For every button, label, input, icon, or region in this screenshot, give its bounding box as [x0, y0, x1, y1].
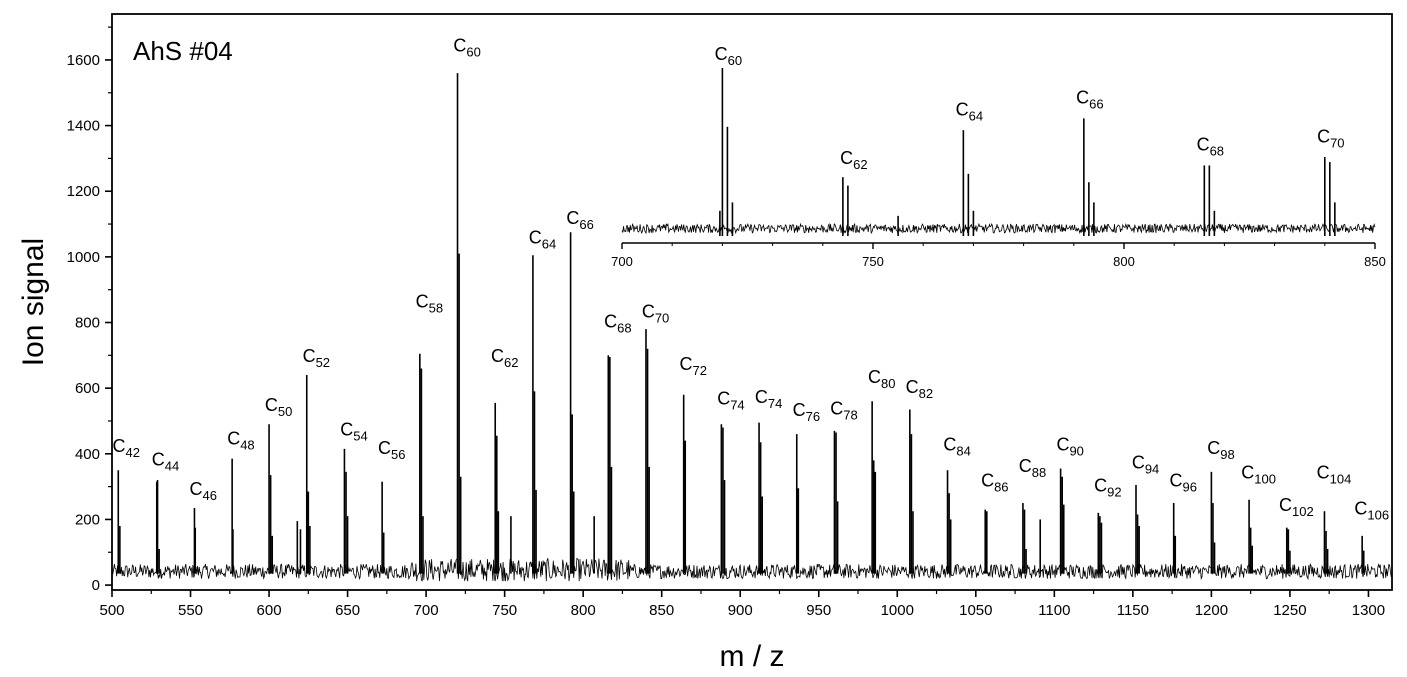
peak-label: C102 — [1279, 495, 1314, 519]
y-tick-label: 600 — [75, 380, 100, 397]
peak-label: C86 — [981, 471, 1008, 495]
x-tick-label: 650 — [335, 602, 360, 619]
inset-baseline-noise — [621, 222, 1376, 235]
peak-label: C58 — [416, 292, 443, 316]
inset-x-tick-label: 700 — [611, 254, 633, 269]
peak-label: C72 — [680, 354, 707, 378]
x-tick-label: 800 — [571, 602, 596, 619]
peak-label: C74 — [717, 389, 744, 413]
x-tick-label: 1000 — [881, 602, 914, 619]
peak-label: C90 — [1056, 435, 1083, 459]
x-tick-label: 700 — [414, 602, 439, 619]
peak-label: C52 — [303, 346, 330, 370]
inset-peak-labels: C60 C62 C64 C66 C68 C70 — [715, 44, 1345, 172]
x-tick-label: 500 — [99, 602, 124, 619]
inset-x-tick-label: 800 — [1113, 254, 1135, 269]
x-tick-label: 950 — [806, 602, 831, 619]
y-tick-label: 1400 — [67, 118, 100, 135]
peak-label: C46 — [190, 479, 217, 503]
y-tick-label: 1600 — [67, 52, 100, 69]
peak-labels: C42 C44C46C48C50C52C54C56C58C60C62C64C66C… — [113, 36, 1390, 523]
peak-label: C42 — [113, 436, 140, 460]
inset-spectrum-trace — [621, 68, 1376, 236]
x-tick-label: 1150 — [1117, 602, 1149, 619]
peak-label: C82 — [906, 377, 933, 401]
chart-title: AhS #04 — [133, 36, 233, 66]
plot-frame — [111, 13, 1393, 591]
peak-label: C80 — [868, 367, 895, 391]
inset-peak-label: C64 — [956, 99, 983, 123]
inset-x-axis: 700 750 800 850 — [611, 242, 1386, 269]
inset-x-tick-label: 850 — [1364, 254, 1386, 269]
x-tick-label: 1050 — [959, 602, 992, 619]
peak-label: C106 — [1354, 499, 1389, 523]
x-tick-label: 750 — [492, 602, 517, 619]
peak-label: C96 — [1170, 471, 1197, 495]
x-tick-label: 1250 — [1273, 602, 1306, 619]
inset-peak-label: C66 — [1076, 88, 1103, 112]
y-tick-label: 400 — [75, 446, 100, 463]
x-tick-label: 850 — [649, 602, 674, 619]
x-tick-label: 900 — [728, 602, 753, 619]
peak-label: C44 — [152, 449, 179, 473]
peak-label: C94 — [1132, 453, 1159, 477]
inset-x-tick-label: 750 — [862, 254, 884, 269]
y-tick-label: 800 — [75, 315, 100, 332]
inset-peak-label: C62 — [840, 148, 867, 172]
y-axis-label: Ion signal — [17, 238, 50, 366]
inset-peak-label: C70 — [1317, 126, 1344, 150]
peak-label: C70 — [642, 302, 669, 326]
peak-label: C54 — [340, 420, 367, 444]
inset-peak-label: C68 — [1197, 135, 1224, 159]
peak-label: C66 — [566, 208, 593, 232]
peak-label: C104 — [1317, 462, 1352, 486]
peak-label: C50 — [265, 395, 292, 419]
x-tick-label: 1100 — [1038, 602, 1070, 619]
inset-plot: 700 750 800 850 C60 C62 C64 C66 C68 C70 — [611, 44, 1386, 269]
peak-label: C92 — [1094, 476, 1121, 500]
y-axis-ticks: 0 200 400 600 800 1000 1200 1400 1600 — [67, 26, 112, 594]
peak-label: C100 — [1241, 462, 1276, 486]
peak-label: C74 — [755, 387, 782, 411]
baseline-noise — [111, 557, 1393, 582]
peak-label: C76 — [793, 400, 820, 424]
x-axis-label: m / z — [720, 640, 785, 673]
y-tick-label: 0 — [92, 577, 100, 594]
peak-label: C68 — [604, 311, 631, 335]
x-axis-ticks: 500 550 600 650 700 750 800 850 900 950 1000 1050 11… — [99, 590, 1385, 619]
x-tick-label: 550 — [178, 602, 203, 619]
peak-label: C60 — [453, 36, 480, 60]
inset-peak-label: C60 — [715, 44, 742, 68]
peak-label: C84 — [943, 435, 970, 459]
x-tick-label: 600 — [257, 602, 282, 619]
x-tick-label: 1200 — [1195, 602, 1228, 619]
peak-label: C56 — [378, 438, 405, 462]
y-tick-label: 200 — [75, 511, 100, 528]
peak-label: C62 — [491, 346, 518, 370]
main-plot-area: 500 550 600 650 700 750 800 850 900 950 1000 1050 11… — [67, 13, 1393, 619]
peak-label: C48 — [227, 429, 254, 453]
peak-label: C98 — [1207, 438, 1234, 462]
x-tick-label: 1300 — [1352, 602, 1385, 619]
y-tick-label: 1000 — [67, 249, 100, 266]
spectrum-trace — [111, 73, 1393, 582]
peak-label: C88 — [1019, 456, 1046, 480]
y-tick-label: 1200 — [67, 183, 100, 200]
peak-label: C78 — [830, 398, 857, 422]
peak-label: C64 — [529, 228, 556, 252]
